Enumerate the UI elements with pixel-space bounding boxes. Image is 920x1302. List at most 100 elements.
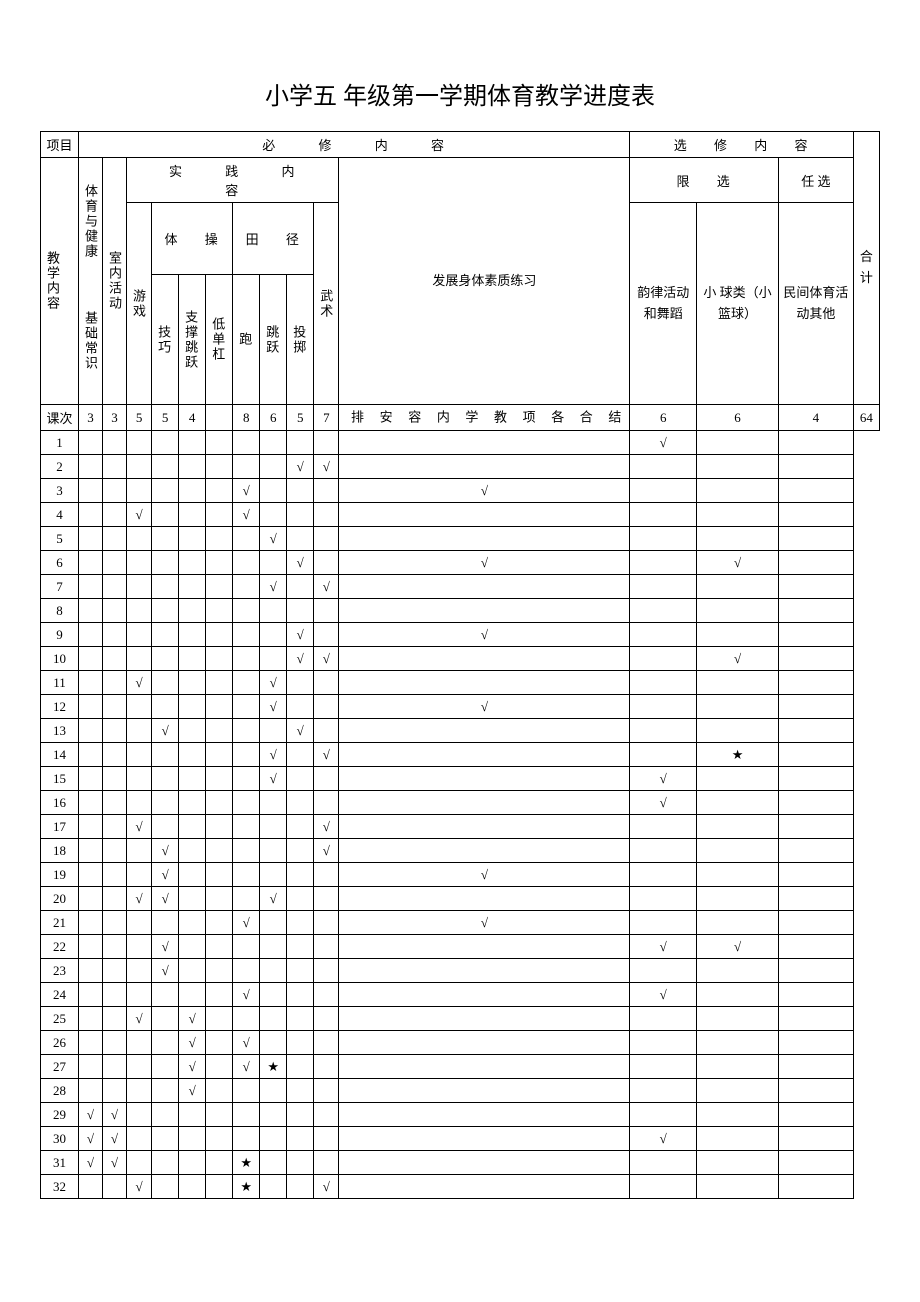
- cell: [152, 647, 179, 671]
- cell: [103, 983, 127, 1007]
- merged-note: 结合各项教学内容安排: [339, 405, 630, 431]
- cell: [260, 839, 287, 863]
- cell: [103, 1031, 127, 1055]
- cell: √: [287, 455, 314, 479]
- table-row: 20√√√: [41, 887, 880, 911]
- cell: [630, 479, 697, 503]
- table-row: 10√√√: [41, 647, 880, 671]
- h-run: 跑: [233, 275, 260, 405]
- cell-total: [778, 647, 853, 671]
- cell: √: [127, 887, 152, 911]
- cell: [233, 1127, 260, 1151]
- cell: [260, 647, 287, 671]
- cell: [287, 1127, 314, 1151]
- h-total: 合计: [853, 132, 879, 405]
- table-row: 9√√: [41, 623, 880, 647]
- cell-total: [778, 959, 853, 983]
- cell: [79, 935, 103, 959]
- cell: √: [233, 1055, 260, 1079]
- cell: [287, 1031, 314, 1055]
- cell: √: [179, 1031, 206, 1055]
- cell: [697, 959, 779, 983]
- cell: [314, 1031, 339, 1055]
- cell: [127, 1031, 152, 1055]
- cell-total: [778, 671, 853, 695]
- cell: [260, 623, 287, 647]
- cell: √: [339, 623, 630, 647]
- cell: [206, 935, 233, 959]
- row-number: 10: [41, 647, 79, 671]
- cell: [103, 527, 127, 551]
- cell: [339, 1031, 630, 1055]
- cell: [233, 815, 260, 839]
- cell: [314, 887, 339, 911]
- cell: [630, 1031, 697, 1055]
- cell: [339, 647, 630, 671]
- cell: [287, 959, 314, 983]
- cell: [79, 647, 103, 671]
- cell: [103, 839, 127, 863]
- cell: √: [152, 719, 179, 743]
- table-row: 1√: [41, 431, 880, 455]
- cell: [630, 887, 697, 911]
- cell: [287, 983, 314, 1007]
- cell: [103, 431, 127, 455]
- count-c3: 5: [127, 405, 152, 431]
- cell: [339, 935, 630, 959]
- header-row-1: 项目 必 修 内 容 选 修 内 容 合计: [41, 132, 880, 158]
- h-required: 必 修 内 容: [79, 132, 630, 158]
- cell-total: [778, 743, 853, 767]
- cell: [339, 983, 630, 1007]
- cell: [127, 575, 152, 599]
- cell: [233, 743, 260, 767]
- cell: [697, 839, 779, 863]
- row-number: 27: [41, 1055, 79, 1079]
- cell: [233, 575, 260, 599]
- cell: [152, 527, 179, 551]
- cell: [314, 695, 339, 719]
- cell: √: [127, 815, 152, 839]
- cell: [206, 1079, 233, 1103]
- cell: [127, 455, 152, 479]
- cell: [127, 1079, 152, 1103]
- cell: [103, 479, 127, 503]
- cell: [152, 671, 179, 695]
- cell: √: [314, 647, 339, 671]
- cell: [206, 911, 233, 935]
- cell: [206, 623, 233, 647]
- table-row: 22√√√: [41, 935, 880, 959]
- cell-total: [778, 551, 853, 575]
- cell: [314, 935, 339, 959]
- cell: [206, 671, 233, 695]
- cell: [260, 1031, 287, 1055]
- cell: [233, 695, 260, 719]
- cell: [79, 1007, 103, 1031]
- row-number: 19: [41, 863, 79, 887]
- cell: √: [233, 479, 260, 503]
- cell: √: [260, 695, 287, 719]
- cell: √: [314, 455, 339, 479]
- cell: [206, 431, 233, 455]
- cell: [314, 719, 339, 743]
- cell: √: [233, 911, 260, 935]
- cell: [127, 1055, 152, 1079]
- cell: [103, 671, 127, 695]
- cell: [179, 1127, 206, 1151]
- cell: [339, 599, 630, 623]
- cell-total: [778, 863, 853, 887]
- cell: [630, 743, 697, 767]
- cell: [260, 1127, 287, 1151]
- cell: √: [152, 935, 179, 959]
- cell: [206, 551, 233, 575]
- cell: [314, 1007, 339, 1031]
- cell: [179, 959, 206, 983]
- cell: [339, 1103, 630, 1127]
- cell: [630, 815, 697, 839]
- cell: [630, 959, 697, 983]
- cell: [79, 815, 103, 839]
- cell: [206, 983, 233, 1007]
- h-track: 田 径: [233, 203, 314, 275]
- cell: [206, 959, 233, 983]
- table-row: 13√√: [41, 719, 880, 743]
- cell: [339, 1127, 630, 1151]
